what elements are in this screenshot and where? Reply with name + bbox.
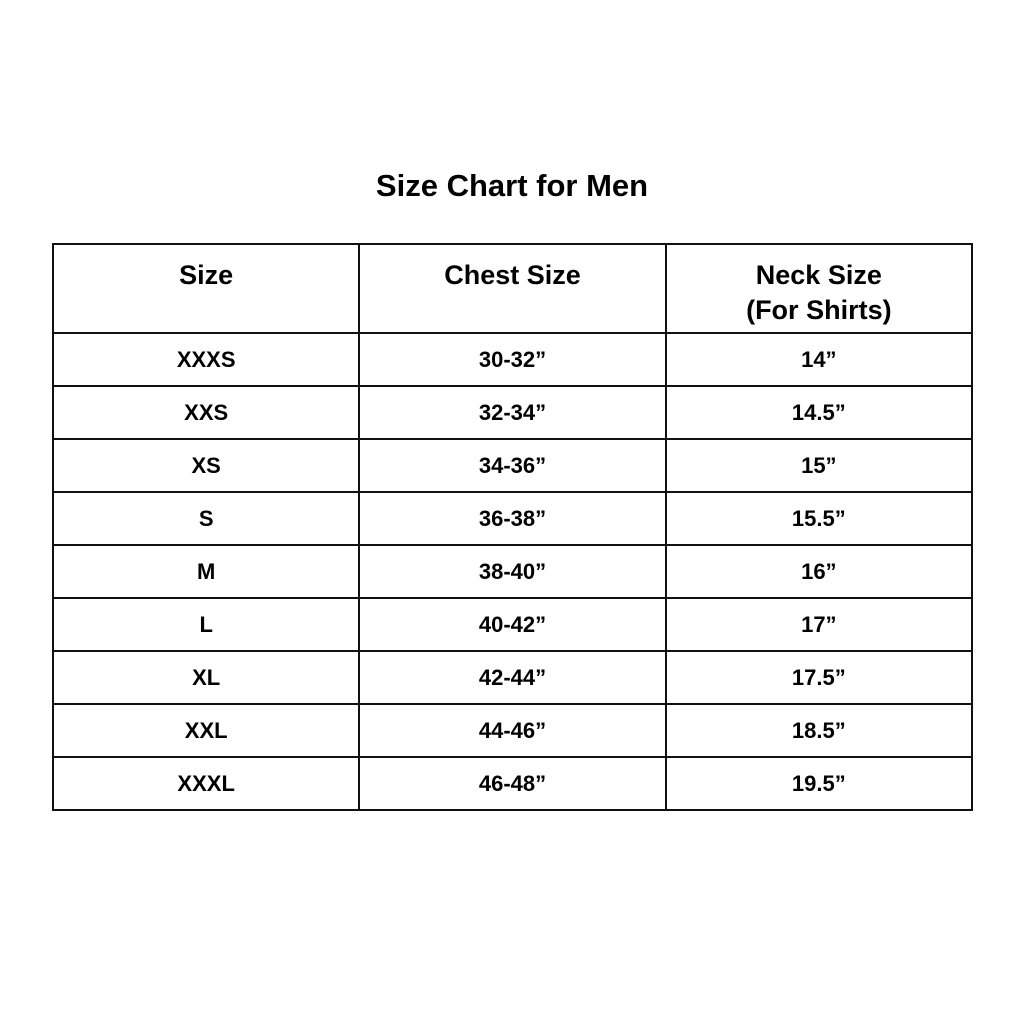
size-cell: XS — [51, 438, 361, 493]
chest-size-cell: 36-38” — [358, 491, 667, 546]
neck-size-cell: 18.5” — [664, 703, 974, 758]
table-row: XXXS 30-32” 14” — [51, 332, 974, 387]
chest-size-cell: 32-34” — [358, 385, 667, 440]
size-cell: XL — [51, 650, 361, 705]
page-title: Size Chart for Men — [375, 168, 649, 203]
table-row: M 38-40” 16” — [51, 544, 974, 599]
size-cell: XXXS — [51, 332, 361, 387]
neck-size-cell: 16” — [664, 544, 974, 599]
table-row: XS 34-36” 15” — [51, 438, 974, 493]
neck-size-cell: 14” — [664, 332, 974, 387]
chest-size-cell: 40-42” — [358, 597, 667, 652]
header-label: Chest Size — [444, 260, 581, 290]
neck-size-cell: 17.5” — [664, 650, 974, 705]
size-chart-table: Size Chest Size Neck Size (For Shirts) XX… — [51, 243, 974, 811]
size-cell: L — [51, 597, 361, 652]
table-row: S 36-38” 15.5” — [51, 491, 974, 546]
chest-size-cell: 38-40” — [358, 544, 667, 599]
header-label: Size — [179, 260, 234, 290]
table-row: XXXL 46-48” 19.5” — [51, 756, 974, 811]
table-row: XXS 32-34” 14.5” — [51, 385, 974, 440]
chest-size-cell: 44-46” — [358, 703, 667, 758]
table-row: L 40-42” 17” — [51, 597, 974, 652]
size-cell: XXXL — [51, 756, 361, 811]
chest-size-cell: 42-44” — [358, 650, 667, 705]
size-cell: XXS — [51, 385, 361, 440]
neck-size-cell: 19.5” — [664, 756, 974, 811]
chest-size-cell: 30-32” — [358, 332, 667, 387]
header-label: Neck Size — [755, 260, 882, 290]
neck-size-cell: 15.5” — [664, 491, 974, 546]
size-cell: XXL — [51, 703, 361, 758]
table-row: XXL 44-46” 18.5” — [51, 703, 974, 758]
header-row: Size Chest Size Neck Size (For Shirts) — [51, 243, 974, 334]
header-size: Size — [51, 243, 361, 334]
header-sublabel: (For Shirts) — [746, 295, 892, 325]
neck-size-cell: 17” — [664, 597, 974, 652]
chest-size-cell: 34-36” — [358, 438, 667, 493]
header-chest-size: Chest Size — [358, 243, 667, 334]
size-cell: M — [51, 544, 361, 599]
neck-size-cell: 14.5” — [664, 385, 974, 440]
size-cell: S — [51, 491, 361, 546]
chest-size-cell: 46-48” — [358, 756, 667, 811]
neck-size-cell: 15” — [664, 438, 974, 493]
table-row: XL 42-44” 17.5” — [51, 650, 974, 705]
header-neck-size: Neck Size (For Shirts) — [664, 243, 974, 334]
